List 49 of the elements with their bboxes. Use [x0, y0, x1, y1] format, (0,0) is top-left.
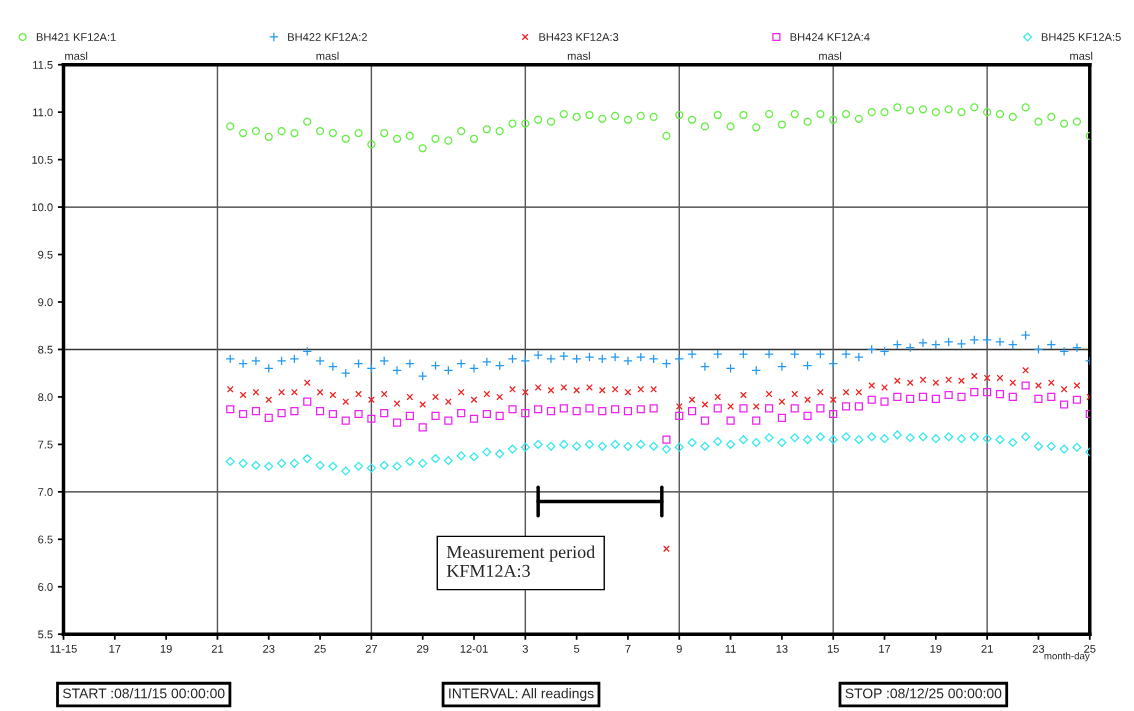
x-tick-label: 27: [365, 644, 378, 653]
x-tick-label: 7: [625, 645, 631, 653]
annotation: Measurement period KFM12A:3: [446, 545, 595, 578]
text: masl: [567, 51, 590, 60]
x-tick-label: 11-15: [50, 645, 77, 653]
y-tick-label: 7.5: [38, 440, 53, 449]
text: masl: [819, 51, 842, 60]
text: STOP :08/12/25 00:00:00: [845, 688, 1002, 699]
legend-label: BH422 KF12A:2: [288, 33, 367, 41]
x-tick-label: 5: [573, 645, 580, 653]
x-tick-label: 21: [211, 644, 224, 653]
x-tick-label: 12-01: [460, 644, 488, 653]
legend-label: BH425 KF12A:5: [1041, 33, 1121, 41]
y-tick-label: 10.5: [32, 155, 53, 164]
x-tick-label: 17: [879, 645, 891, 653]
legend-label: BH424 KF12A:4: [790, 33, 870, 41]
text: START :08/11/15 00:00:00: [63, 688, 225, 699]
x-tick-label: 17: [109, 645, 121, 653]
y-tick-label: 9.5: [38, 250, 53, 259]
x-tick-label: 23: [263, 644, 275, 653]
text: INTERVAL: All readings: [449, 688, 594, 702]
legend-label: BH421 KF12A:1: [36, 33, 116, 41]
x-tick-label: 23: [1032, 644, 1045, 653]
x-tick-label: 25: [1084, 644, 1096, 653]
y-tick-label: 6.0: [38, 583, 53, 591]
y-tick-label: 11.0: [33, 108, 53, 117]
y-axis-title: masl: [65, 51, 88, 60]
x-tick-label: 11: [725, 645, 736, 653]
text: masl: [316, 51, 339, 60]
x-tick-label: 19: [930, 644, 942, 653]
y-tick-label: 6.5: [38, 535, 53, 544]
x-tick-label: 29: [417, 644, 429, 653]
y-tick-label: 10.0: [32, 203, 53, 212]
y-tick-label: 11.5: [33, 61, 53, 69]
y-tick-label: 8.5: [38, 345, 53, 354]
x-tick-label: 15: [827, 645, 839, 653]
y-tick-label: 5.5: [38, 630, 53, 639]
x-tick-label: 13: [776, 644, 788, 653]
x-axis-title: month-day: [1044, 652, 1090, 662]
y-tick-label: 8.0: [38, 393, 53, 402]
y-tick-label: 7.0: [38, 488, 53, 496]
y-tick-label: 9.0: [38, 298, 53, 307]
x-tick-label: 25: [314, 644, 326, 653]
x-tick-label: 21: [981, 644, 993, 653]
x-tick-label: 9: [676, 644, 682, 653]
text: masl: [1070, 51, 1093, 60]
x-tick-label: 19: [160, 644, 172, 653]
legend-label: BH423 KF12A:3: [539, 33, 619, 41]
x-tick-label: 3: [522, 644, 528, 653]
